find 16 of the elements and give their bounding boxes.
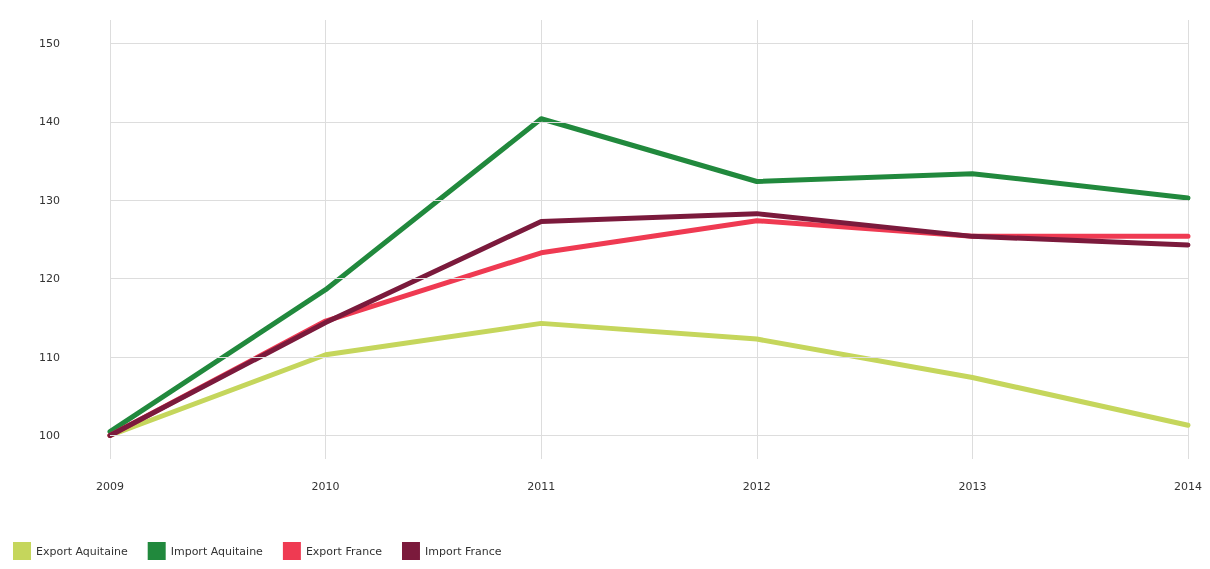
x-tick-label: 2010 [311, 480, 340, 493]
legend-label: Export Aquitaine [36, 544, 128, 558]
y-tick-label: 130 [39, 193, 60, 207]
y-tick-label: 140 [39, 115, 60, 129]
x-tick-label: 2011 [527, 480, 556, 493]
legend-label: Import France [424, 544, 502, 558]
legend-label: Import Aquitaine [170, 544, 264, 558]
y-tick-label: 110 [39, 350, 60, 364]
x-tick-label: 2009 [96, 480, 124, 493]
y-tick-label: 100 [39, 428, 60, 442]
x-tick-label: 2014 [1174, 480, 1202, 493]
y-tick-label: 150 [39, 37, 60, 51]
x-tick-label: 2013 [958, 480, 987, 493]
y-tick-label: 120 [39, 272, 60, 286]
x-tick-label: 2012 [742, 480, 771, 493]
legend-label: Export France [305, 544, 383, 558]
